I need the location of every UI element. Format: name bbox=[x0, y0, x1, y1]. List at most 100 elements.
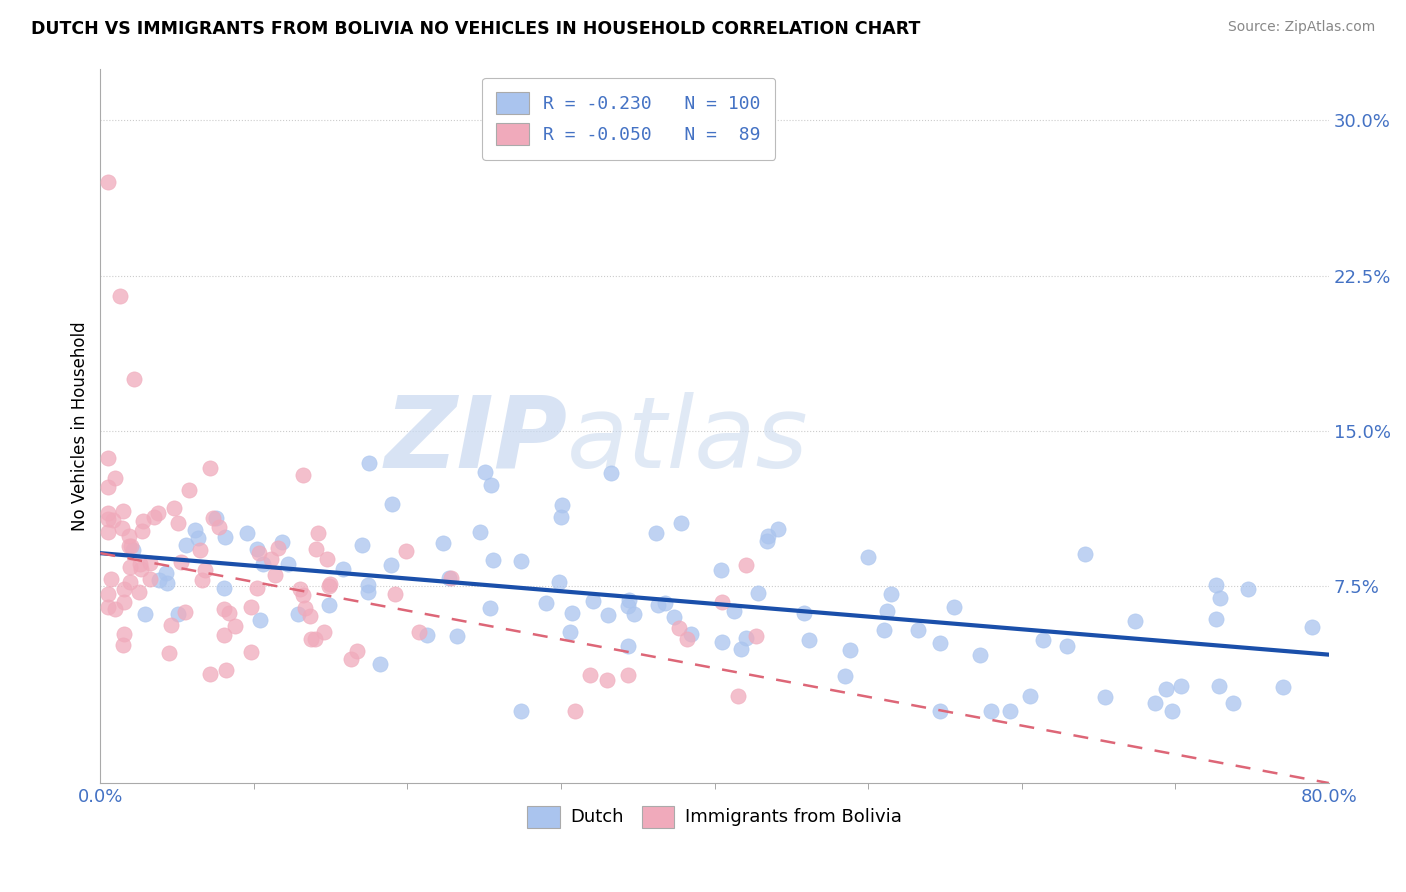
Point bbox=[730, 642, 752, 657]
Point bbox=[558, 624, 581, 639]
Point bbox=[735, 632, 758, 646]
Point bbox=[205, 510, 228, 524]
Text: ZIP: ZIP bbox=[384, 392, 567, 489]
Point bbox=[111, 638, 134, 652]
Point bbox=[103, 513, 125, 527]
Point bbox=[97, 512, 120, 526]
Point bbox=[381, 497, 404, 511]
Point bbox=[318, 579, 340, 593]
Point bbox=[368, 657, 391, 672]
Point bbox=[104, 470, 127, 484]
Point bbox=[1123, 614, 1146, 628]
Point bbox=[271, 535, 294, 549]
Point bbox=[664, 610, 686, 624]
Point bbox=[1301, 620, 1323, 634]
Point bbox=[187, 532, 209, 546]
Point bbox=[212, 602, 235, 616]
Point bbox=[277, 557, 299, 571]
Point bbox=[134, 607, 156, 622]
Point bbox=[112, 626, 135, 640]
Point bbox=[100, 573, 122, 587]
Point bbox=[198, 461, 221, 475]
Point bbox=[118, 539, 141, 553]
Point bbox=[647, 598, 669, 612]
Point bbox=[97, 599, 120, 614]
Point bbox=[1170, 679, 1192, 693]
Point bbox=[288, 582, 311, 596]
Point bbox=[239, 599, 262, 614]
Point bbox=[723, 604, 745, 618]
Point bbox=[907, 624, 929, 638]
Point bbox=[1019, 690, 1042, 704]
Point bbox=[97, 480, 120, 494]
Point bbox=[131, 524, 153, 538]
Point bbox=[214, 530, 236, 544]
Point bbox=[156, 576, 179, 591]
Point bbox=[474, 465, 496, 479]
Point bbox=[654, 595, 676, 609]
Point bbox=[157, 646, 180, 660]
Point bbox=[1094, 690, 1116, 704]
Point bbox=[768, 522, 790, 536]
Point bbox=[710, 634, 733, 648]
Point bbox=[600, 466, 623, 480]
Point bbox=[838, 643, 860, 657]
Point bbox=[215, 663, 238, 677]
Point bbox=[710, 564, 733, 578]
Point bbox=[224, 619, 246, 633]
Point bbox=[596, 608, 619, 623]
Point bbox=[564, 704, 586, 718]
Point bbox=[1209, 591, 1232, 605]
Point bbox=[247, 546, 270, 560]
Point bbox=[249, 613, 271, 627]
Point bbox=[170, 555, 193, 569]
Point bbox=[148, 573, 170, 587]
Point bbox=[122, 542, 145, 557]
Point bbox=[969, 648, 991, 662]
Point bbox=[437, 571, 460, 585]
Point bbox=[481, 552, 503, 566]
Point bbox=[264, 568, 287, 582]
Point bbox=[510, 704, 533, 718]
Point bbox=[174, 538, 197, 552]
Point bbox=[357, 578, 380, 592]
Point bbox=[155, 566, 177, 581]
Point bbox=[547, 575, 569, 590]
Point bbox=[384, 586, 406, 600]
Point bbox=[432, 536, 454, 550]
Point bbox=[439, 571, 461, 585]
Point bbox=[299, 632, 322, 646]
Point bbox=[319, 577, 342, 591]
Point bbox=[97, 587, 120, 601]
Point bbox=[582, 593, 605, 607]
Point bbox=[793, 606, 815, 620]
Point bbox=[551, 498, 574, 512]
Point bbox=[929, 636, 952, 650]
Point bbox=[644, 526, 666, 541]
Point bbox=[550, 510, 572, 524]
Point bbox=[132, 514, 155, 528]
Point bbox=[315, 551, 337, 566]
Point bbox=[595, 673, 617, 688]
Point bbox=[395, 544, 418, 558]
Point bbox=[799, 633, 821, 648]
Point bbox=[160, 618, 183, 632]
Point bbox=[679, 626, 702, 640]
Point bbox=[834, 669, 856, 683]
Point bbox=[1161, 704, 1184, 718]
Point bbox=[998, 704, 1021, 718]
Point bbox=[734, 558, 756, 572]
Point bbox=[747, 585, 769, 599]
Point bbox=[616, 599, 638, 613]
Point bbox=[352, 538, 374, 552]
Point bbox=[218, 606, 240, 620]
Point bbox=[304, 632, 326, 647]
Point bbox=[756, 529, 779, 543]
Point bbox=[174, 605, 197, 619]
Point bbox=[201, 511, 224, 525]
Point bbox=[332, 562, 354, 576]
Point bbox=[510, 554, 533, 568]
Point bbox=[240, 645, 263, 659]
Text: atlas: atlas bbox=[567, 392, 808, 489]
Point bbox=[167, 516, 190, 530]
